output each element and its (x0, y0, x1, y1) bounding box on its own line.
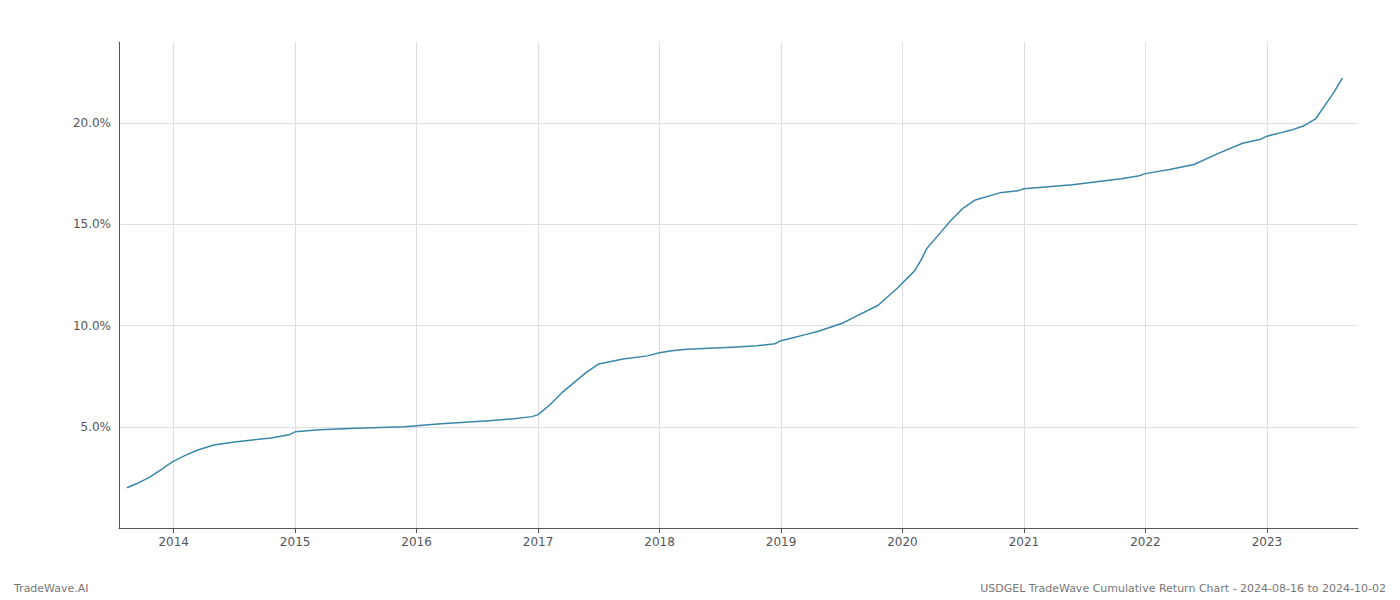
svg-text:2023: 2023 (1252, 535, 1283, 549)
svg-text:5.0%: 5.0% (81, 420, 112, 434)
svg-text:2017: 2017 (523, 535, 554, 549)
svg-text:2015: 2015 (280, 535, 311, 549)
svg-text:20.0%: 20.0% (73, 116, 111, 130)
svg-text:USDGEL TradeWave Cumulative Re: USDGEL TradeWave Cumulative Return Chart… (980, 582, 1386, 595)
svg-text:2016: 2016 (401, 535, 432, 549)
svg-text:2019: 2019 (766, 535, 797, 549)
svg-text:2018: 2018 (644, 535, 675, 549)
svg-text:15.0%: 15.0% (73, 217, 111, 231)
svg-text:2020: 2020 (887, 535, 918, 549)
svg-text:TradeWave.AI: TradeWave.AI (13, 582, 89, 595)
svg-text:2014: 2014 (158, 535, 189, 549)
svg-text:2021: 2021 (1009, 535, 1040, 549)
svg-text:10.0%: 10.0% (73, 319, 111, 333)
svg-text:2022: 2022 (1130, 535, 1161, 549)
